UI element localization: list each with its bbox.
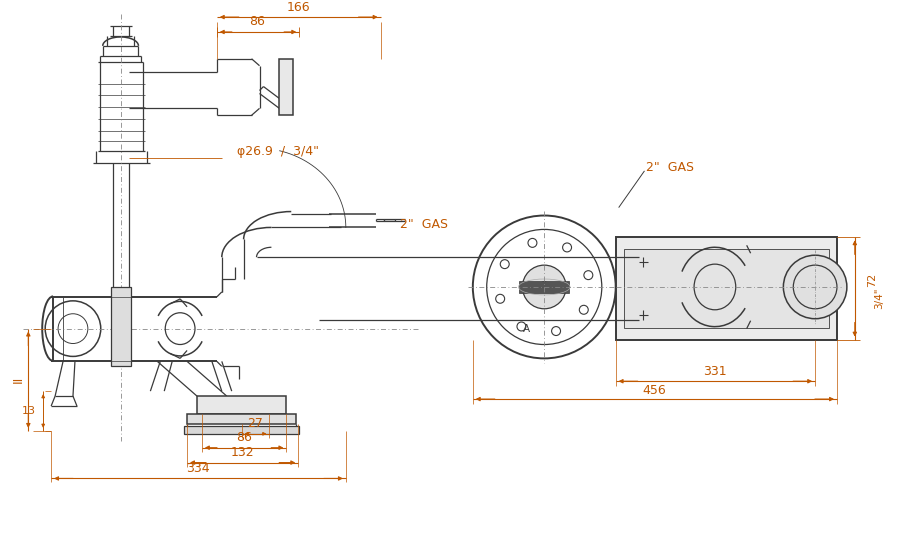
Circle shape — [522, 265, 566, 309]
Text: 86: 86 — [236, 431, 252, 444]
Text: 331: 331 — [703, 365, 726, 378]
Text: 166: 166 — [286, 1, 310, 13]
Bar — [624, 249, 829, 327]
Bar — [616, 237, 837, 339]
Text: A: A — [523, 324, 530, 333]
Text: 2"  GAS: 2" GAS — [400, 218, 448, 231]
Circle shape — [783, 255, 847, 319]
Text: 13: 13 — [22, 406, 36, 416]
Text: 334: 334 — [186, 462, 210, 475]
Bar — [519, 281, 569, 293]
Text: 27: 27 — [248, 418, 264, 430]
Bar — [187, 414, 296, 424]
Text: II: II — [12, 376, 25, 383]
Bar — [111, 287, 130, 366]
Circle shape — [539, 282, 549, 292]
Text: 3/4": 3/4" — [875, 287, 885, 309]
Bar — [383, 220, 395, 221]
Bar — [184, 426, 299, 434]
Text: 86: 86 — [249, 14, 266, 27]
Bar — [279, 59, 293, 115]
Text: 2"  GAS: 2" GAS — [646, 161, 695, 174]
Text: 456: 456 — [643, 384, 666, 397]
Text: 132: 132 — [230, 446, 255, 459]
Bar — [197, 396, 286, 414]
Text: φ26.9  /  3/4": φ26.9 / 3/4" — [237, 145, 319, 158]
Text: 72: 72 — [867, 273, 877, 287]
